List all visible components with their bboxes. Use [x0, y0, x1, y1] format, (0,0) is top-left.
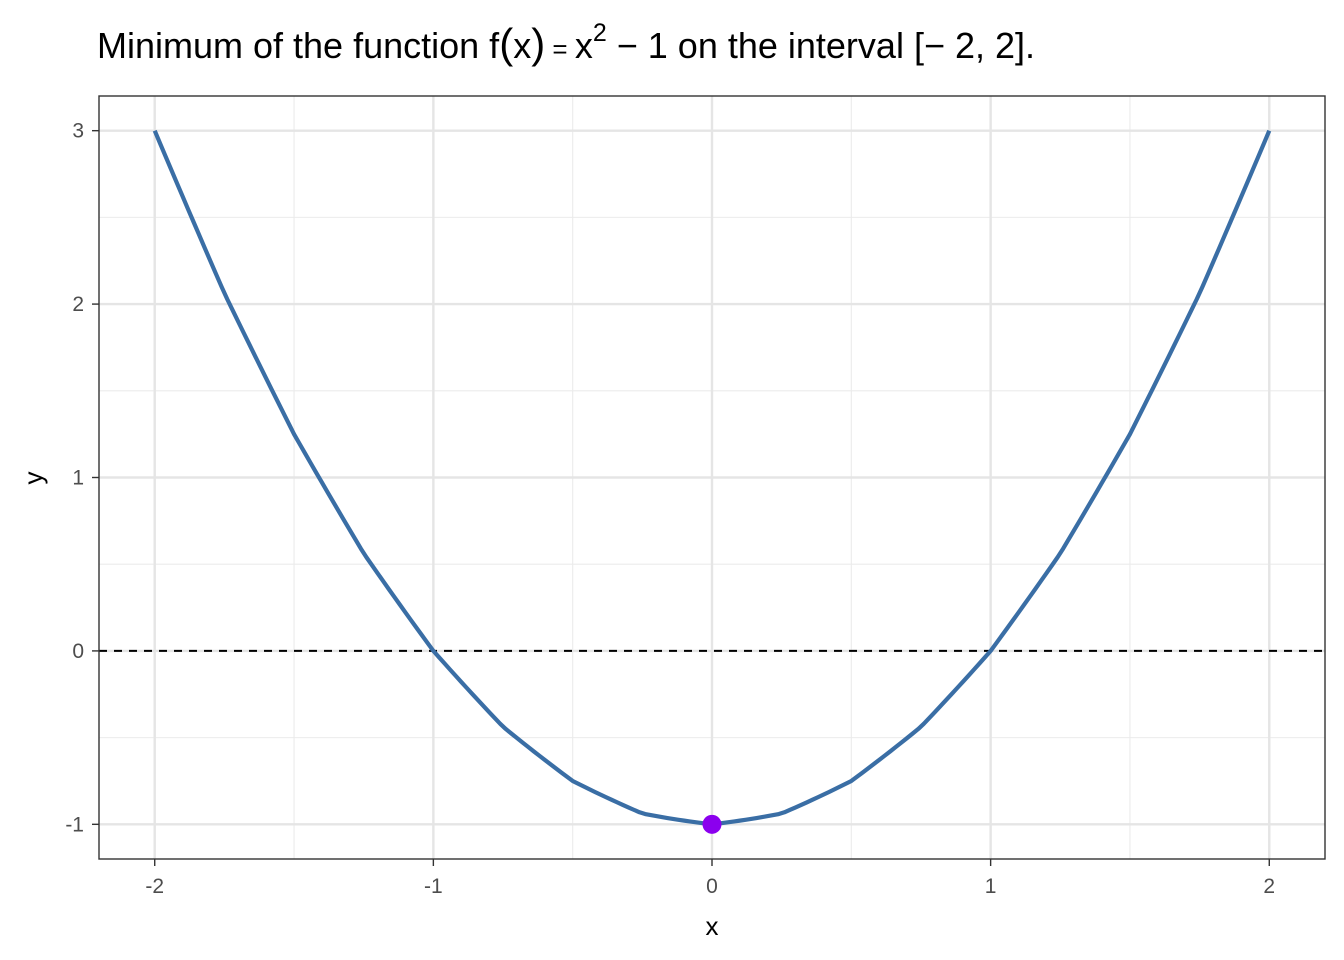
chart-title: Minimum of the function f(x) = x2 − 1 on…: [97, 19, 1035, 67]
x-axis: -2 -1 0 1 2: [145, 859, 1275, 898]
y-tick-label: 1: [72, 467, 84, 490]
x-tick-label: 0: [706, 875, 718, 898]
x-axis-title: x: [706, 911, 719, 941]
title-fn: f: [489, 25, 500, 66]
title-rparen: ): [531, 20, 545, 67]
x-tick-label: 2: [1263, 875, 1275, 898]
y-axis-title: y: [18, 472, 48, 485]
y-tick-label: -1: [65, 813, 84, 836]
x-tick-label: -1: [424, 875, 443, 898]
plot-panel: [98, 95, 1326, 860]
title-exponent: 2: [593, 19, 607, 47]
y-tick-label: 3: [72, 120, 84, 143]
title-interval: − 2, 2: [924, 25, 1015, 66]
title-base: x: [575, 25, 593, 66]
y-tick-label: 0: [72, 640, 84, 663]
y-tick-label: 2: [72, 293, 84, 316]
y-axis: -1 0 1 2 3: [65, 120, 99, 836]
title-minus: − 1: [607, 25, 668, 66]
minimum-point: [702, 814, 722, 834]
title-post: on the interval [: [668, 25, 924, 66]
x-tick-label: -2: [145, 875, 164, 898]
title-close: ].: [1015, 25, 1035, 66]
title-arg: x: [513, 25, 531, 66]
title-eq: =: [545, 34, 575, 64]
title-prefix: Minimum of the function: [97, 25, 489, 66]
title-lparen: (: [499, 20, 513, 67]
x-tick-label: 1: [985, 875, 997, 898]
